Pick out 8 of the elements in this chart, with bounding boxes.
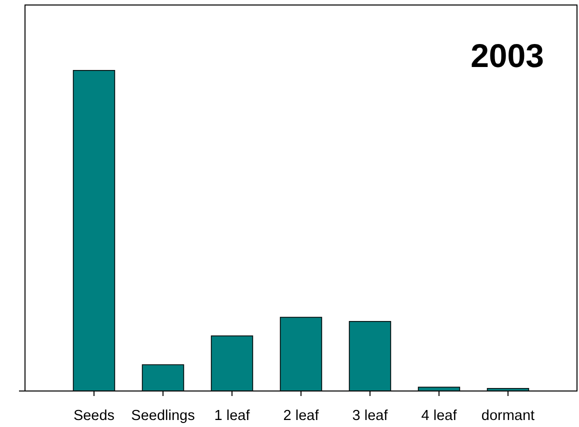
x-tick-label: 2 leaf: [283, 408, 320, 424]
x-tick-label: Seeds: [73, 408, 115, 424]
x-tick-label: Seedlings: [131, 408, 195, 424]
x-tick-label: 3 leaf: [352, 408, 389, 424]
x-tick-label: 1 leaf: [214, 408, 251, 424]
x-tick-label: dormant: [481, 408, 535, 424]
x-tick-label: 4 leaf: [421, 408, 458, 424]
chart-title: 2003: [470, 37, 544, 74]
